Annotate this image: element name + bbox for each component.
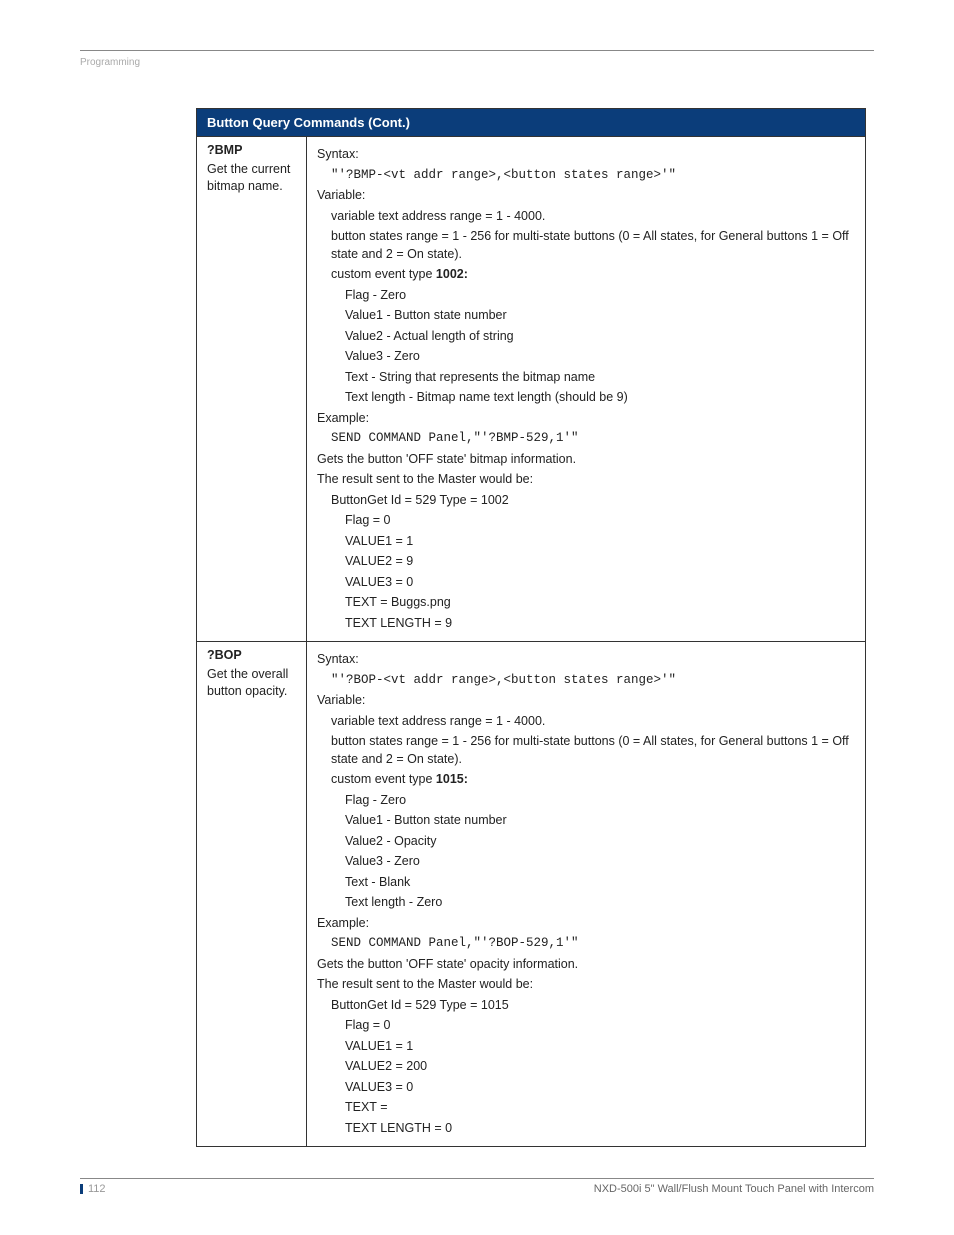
flag-line: Flag - Zero [345,792,855,810]
page-footer: 112 NXD-500i 5" Wall/Flush Mount Touch P… [80,1178,874,1195]
command-cell: ?BOP Get the overall button opacity. [197,642,307,1147]
result-v1: VALUE1 = 1 [345,1038,855,1056]
result-v1: VALUE1 = 1 [345,533,855,551]
result-buttonget: ButtonGet Id = 529 Type = 1002 [331,492,855,510]
command-desc: Get the current bitmap name. [207,161,296,195]
text-line: Text - Blank [345,874,855,892]
value3-line: Value3 - Zero [345,348,855,366]
result-label: The result sent to the Master would be: [317,471,855,489]
result-v3: VALUE3 = 0 [345,574,855,592]
result-buttonget: ButtonGet Id = 529 Type = 1015 [331,997,855,1015]
footer-rule [80,1178,874,1179]
event-type-prefix: custom event type [331,772,436,786]
syntax-code: "'?BOP-<vt addr range>,<button states ra… [331,672,855,690]
value1-line: Value1 - Button state number [345,812,855,830]
command-desc: Get the overall button opacity. [207,666,296,700]
textlen-line: Text length - Zero [345,894,855,912]
result-text: TEXT = [345,1099,855,1117]
table-title: Button Query Commands (Cont.) [197,109,866,137]
flag-line: Flag - Zero [345,287,855,305]
result-v3: VALUE3 = 0 [345,1079,855,1097]
result-flag: Flag = 0 [345,1017,855,1035]
commands-table: Button Query Commands (Cont.) ?BMP Get t… [196,108,866,1147]
var-addr: variable text address range = 1 - 4000. [331,208,855,226]
example-desc: Gets the button 'OFF state' bitmap infor… [317,451,855,469]
result-label: The result sent to the Master would be: [317,976,855,994]
example-code: SEND COMMAND Panel,"'?BOP-529,1'" [331,935,855,953]
var-addr: variable text address range = 1 - 4000. [331,713,855,731]
detail-cell: Syntax: "'?BOP-<vt addr range>,<button s… [307,642,866,1147]
event-type-prefix: custom event type [331,267,436,281]
footer-title: NXD-500i 5" Wall/Flush Mount Touch Panel… [594,1183,874,1195]
syntax-label: Syntax: [317,651,855,669]
command-cell: ?BMP Get the current bitmap name. [197,137,307,642]
value3-line: Value3 - Zero [345,853,855,871]
variable-label: Variable: [317,692,855,710]
result-textlen: TEXT LENGTH = 0 [345,1120,855,1138]
textlen-line: Text length - Bitmap name text length (s… [345,389,855,407]
result-v2: VALUE2 = 200 [345,1058,855,1076]
result-v2: VALUE2 = 9 [345,553,855,571]
event-type-num: 1015: [436,772,468,786]
table-row: ?BOP Get the overall button opacity. Syn… [197,642,866,1147]
event-type: custom event type 1002: [331,266,855,284]
var-states: button states range = 1 - 256 for multi-… [331,228,855,263]
header-section: Programming [80,57,874,68]
result-flag: Flag = 0 [345,512,855,530]
result-text: TEXT = Buggs.png [345,594,855,612]
example-code: SEND COMMAND Panel,"'?BMP-529,1'" [331,430,855,448]
event-type-num: 1002: [436,267,468,281]
command-name: ?BOP [207,648,242,662]
example-label: Example: [317,915,855,933]
command-name: ?BMP [207,143,242,157]
page-number: 112 [80,1183,106,1195]
result-textlen: TEXT LENGTH = 9 [345,615,855,633]
example-label: Example: [317,410,855,428]
header-rule [80,50,874,51]
syntax-code: "'?BMP-<vt addr range>,<button states ra… [331,167,855,185]
event-type: custom event type 1015: [331,771,855,789]
var-states: button states range = 1 - 256 for multi-… [331,733,855,768]
variable-label: Variable: [317,187,855,205]
table-row: ?BMP Get the current bitmap name. Syntax… [197,137,866,642]
syntax-label: Syntax: [317,146,855,164]
value2-line: Value2 - Actual length of string [345,328,855,346]
detail-cell: Syntax: "'?BMP-<vt addr range>,<button s… [307,137,866,642]
example-desc: Gets the button 'OFF state' opacity info… [317,956,855,974]
value1-line: Value1 - Button state number [345,307,855,325]
value2-line: Value2 - Opacity [345,833,855,851]
text-line: Text - String that represents the bitmap… [345,369,855,387]
